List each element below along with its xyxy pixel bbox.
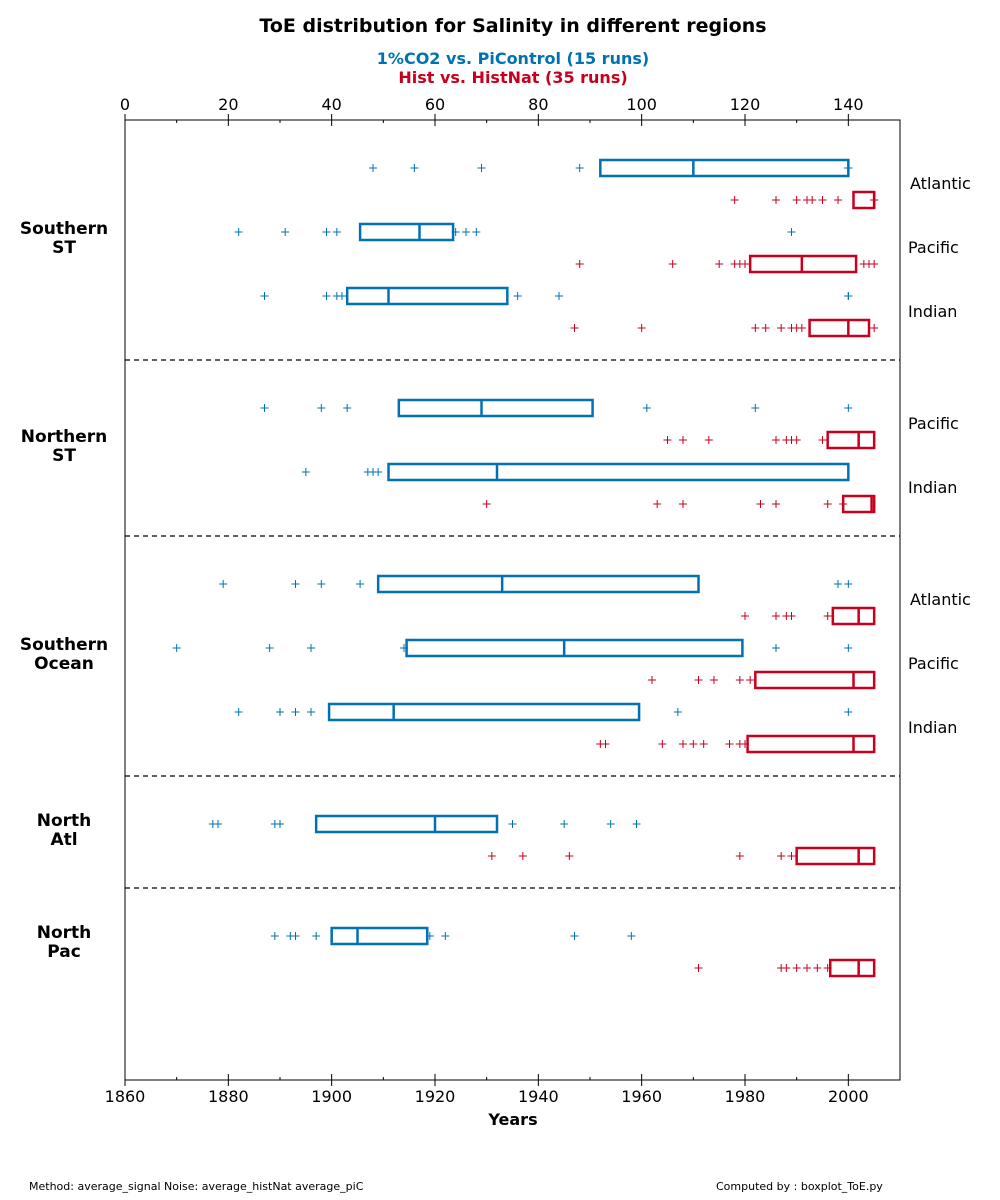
hist-box	[746, 734, 876, 754]
x-axis-label: Years	[487, 1110, 537, 1129]
top-tick-label: 140	[833, 95, 864, 114]
x-tick-label: 1940	[518, 1087, 559, 1106]
co2-box	[327, 702, 641, 722]
basin-label-pacific: Pacific	[908, 238, 959, 257]
co2-box	[358, 222, 455, 242]
basin-label-pacific: Pacific	[908, 654, 959, 673]
x-tick-label: 1920	[415, 1087, 456, 1106]
x-tick-label: 1860	[105, 1087, 146, 1106]
computed-by-note: Computed by : boxplot_ToE.py	[716, 1180, 883, 1193]
hist-box	[754, 670, 876, 690]
basin-label-indian: Indian	[908, 478, 957, 497]
group-label: Ocean	[34, 654, 94, 674]
basin-label-atlantic: Atlantic	[910, 590, 971, 609]
plot-frame	[124, 119, 901, 1081]
hist-box	[795, 846, 876, 866]
top-tick-label: 0	[120, 95, 130, 114]
hist-box	[808, 318, 871, 338]
basin-label-indian: Indian	[908, 718, 957, 737]
group-label: Northern	[21, 427, 108, 447]
hist-box	[831, 606, 876, 626]
hist-box	[748, 254, 858, 274]
top-tick-label: 20	[218, 95, 238, 114]
group-label: ST	[52, 446, 76, 466]
x-tick-label: 1900	[311, 1087, 352, 1106]
top-tick-label: 100	[626, 95, 657, 114]
top-tick-label: 40	[321, 95, 341, 114]
chart-subtitle-co2: 1%CO2 vs. PiControl (15 runs)	[377, 49, 649, 68]
group-label: Pac	[47, 942, 81, 962]
co2-box	[599, 158, 850, 178]
x-tick-label: 1960	[621, 1087, 662, 1106]
hist-box	[826, 430, 876, 450]
method-note: Method: average_signal Noise: average_hi…	[29, 1180, 364, 1193]
co2-box	[397, 398, 594, 418]
group-label: North	[37, 923, 92, 943]
co2-box	[387, 462, 850, 482]
group-label: Atl	[50, 830, 77, 850]
x-tick-label: 1880	[208, 1087, 249, 1106]
co2-box	[405, 638, 744, 658]
co2-box	[345, 286, 509, 306]
hist-box	[841, 494, 876, 514]
co2-box	[314, 814, 499, 834]
x-tick-label: 2000	[828, 1087, 869, 1106]
top-tick-label: 60	[425, 95, 445, 114]
group-label: Southern	[20, 635, 108, 655]
top-tick-label: 120	[730, 95, 761, 114]
basin-label-pacific: Pacific	[908, 414, 959, 433]
x-tick-label: 1980	[725, 1087, 766, 1106]
top-tick-label: 80	[528, 95, 548, 114]
group-label: Southern	[20, 219, 108, 239]
group-label: North	[37, 811, 92, 831]
chart-subtitle-hist: Hist vs. HistNat (35 runs)	[398, 68, 627, 87]
group-label: ST	[52, 238, 76, 258]
co2-box	[376, 574, 700, 594]
basin-label-indian: Indian	[908, 302, 957, 321]
chart-title: ToE distribution for Salinity in differe…	[259, 15, 766, 37]
co2-box	[330, 926, 429, 946]
basin-label-atlantic: Atlantic	[910, 174, 971, 193]
plot-area: 1860 1880 1900 1920 1940 1960 1980 2000 0 20 40 60 8…	[20, 95, 971, 1106]
hist-box	[829, 958, 876, 978]
